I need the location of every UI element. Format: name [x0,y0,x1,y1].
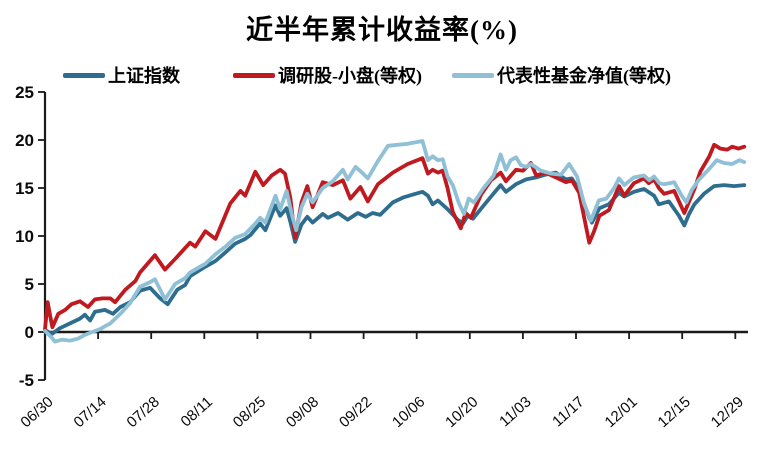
legend-swatch-research-smallcap [233,72,275,78]
legend-item-research-smallcap: 调研股-小盘(等权) [233,64,422,86]
x-tick-label: 09/22 [336,393,375,431]
y-tick-label: 5 [25,275,34,294]
series-line-fund-nav [43,139,747,344]
y-tick-label: 20 [15,131,34,150]
x-tick-label: 10/20 [442,393,481,431]
x-tick-label: 07/28 [124,393,163,431]
x-tick-label: 11/17 [549,393,587,430]
x-tick-label: 12/29 [708,393,747,431]
y-tick-label: 10 [15,227,34,246]
legend-label-research-smallcap: 调研股-小盘(等权) [278,66,422,86]
legend-label-fund-nav: 代表性基金净值(等权) [497,66,671,86]
series-line-research-smallcap [43,142,747,332]
legend-swatch-sse-index [63,72,105,78]
x-tick-label: 07/14 [70,393,109,431]
series-line-sse-index [43,170,747,336]
y-tick-label: 0 [25,323,34,342]
x-tick-label: 06/30 [17,393,56,431]
legend-item-fund-nav: 代表性基金净值(等权) [452,64,671,86]
x-tick-label: 12/01 [601,393,640,431]
y-tick-label: 15 [15,179,34,198]
x-tick-label: 08/25 [230,393,269,431]
legend-label-sse-index: 上证指数 [108,66,180,86]
y-tick-label: 25 [15,83,34,102]
legend-swatch-fund-nav [452,72,494,78]
legend-item-sse-index: 上证指数 [63,64,180,86]
x-tick-label: 09/08 [283,393,322,431]
y-tick-label: -5 [19,371,34,390]
x-tick-label: 10/06 [389,393,428,431]
x-tick-label: 12/15 [655,393,694,431]
x-tick-label: 11/03 [496,393,534,430]
chart-title: 近半年累计收益率(%) [246,15,518,45]
x-tick-label: 08/11 [178,393,216,430]
